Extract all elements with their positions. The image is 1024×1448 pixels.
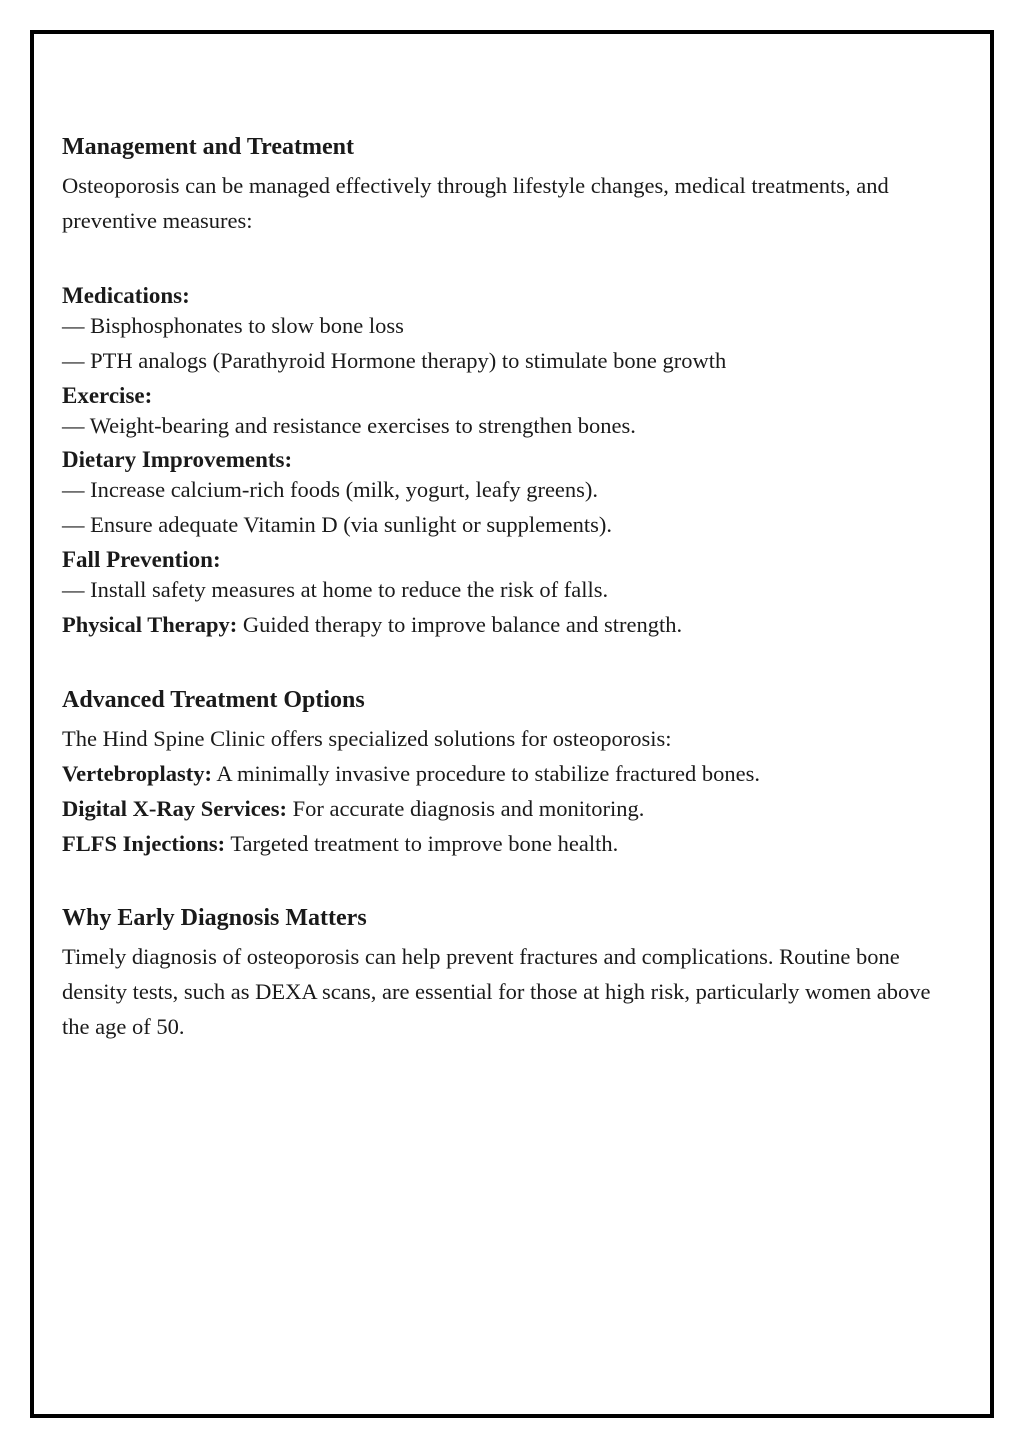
- section-intro: The Hind Spine Clinic offers specialized…: [62, 722, 962, 757]
- bullet-item: — Bisphosphonates to slow bone loss: [62, 309, 962, 344]
- section-advanced: Advanced Treatment Options The Hind Spin…: [62, 687, 962, 862]
- advanced-label-vertebroplasty: Vertebroplasty:: [62, 761, 212, 786]
- physical-therapy-text: Guided therapy to improve balance and st…: [237, 612, 682, 637]
- spacer: [62, 239, 962, 279]
- advanced-label-xray: Digital X-Ray Services:: [62, 796, 287, 821]
- section-diagnosis: Why Early Diagnosis Matters Timely diagn…: [62, 905, 962, 1045]
- advanced-text: A minimally invasive procedure to stabil…: [212, 761, 760, 786]
- subheading-medications: Medications:: [62, 283, 962, 309]
- section-heading: Advanced Treatment Options: [62, 687, 962, 714]
- advanced-label-flfs: FLFS Injections:: [62, 831, 225, 856]
- section-text: Timely diagnosis of osteoporosis can hel…: [62, 940, 962, 1045]
- page: Management and Treatment Osteoporosis ca…: [0, 0, 1024, 1448]
- subheading-physical-therapy: Physical Therapy:: [62, 612, 237, 637]
- subheading-dietary: Dietary Improvements:: [62, 447, 962, 473]
- section-management: Management and Treatment Osteoporosis ca…: [62, 134, 962, 643]
- bullet-item: — Ensure adequate Vitamin D (via sunligh…: [62, 508, 962, 543]
- advanced-item: Vertebroplasty: A minimally invasive pro…: [62, 757, 962, 792]
- bullet-item: — Weight-bearing and resistance exercise…: [62, 409, 962, 444]
- subheading-fall-prevention: Fall Prevention:: [62, 547, 962, 573]
- bullet-item: — Increase calcium-rich foods (milk, yog…: [62, 473, 962, 508]
- section-heading: Why Early Diagnosis Matters: [62, 905, 962, 932]
- subheading-exercise: Exercise:: [62, 383, 962, 409]
- bullet-item: — Install safety measures at home to red…: [62, 573, 962, 608]
- advanced-item: Digital X-Ray Services: For accurate dia…: [62, 792, 962, 827]
- advanced-item: FLFS Injections: Targeted treatment to i…: [62, 827, 962, 862]
- bullet-item: — PTH analogs (Parathyroid Hormone thera…: [62, 344, 962, 379]
- advanced-text: For accurate diagnosis and monitoring.: [287, 796, 644, 821]
- section-heading: Management and Treatment: [62, 134, 962, 161]
- advanced-text: Targeted treatment to improve bone healt…: [225, 831, 618, 856]
- content-frame: Management and Treatment Osteoporosis ca…: [30, 30, 994, 1418]
- physical-therapy-line: Physical Therapy: Guided therapy to impr…: [62, 608, 962, 643]
- section-intro: Osteoporosis can be managed effectively …: [62, 169, 962, 239]
